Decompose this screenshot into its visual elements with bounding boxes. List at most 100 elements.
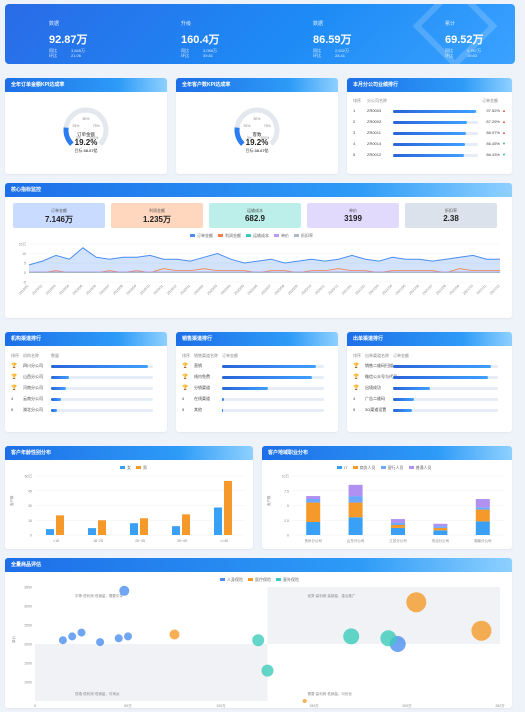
quadrant-note: 中等·低利润·低销量，需要引导	[75, 593, 123, 598]
stacked-bar-segment[interactable]	[391, 522, 405, 525]
stacked-bar-segment[interactable]	[433, 526, 448, 528]
channel-ranking-card: 机构渠道排行 排序 机构名称 数量 🏆 四川分公司 🏆 山西分公司 🏆 河南分公司 4 云南分公司 5 湖…	[5, 332, 167, 432]
legend-swatch	[136, 466, 141, 470]
medal-icon: 🏆	[11, 385, 18, 391]
bar[interactable]	[182, 514, 190, 535]
stacked-bar-segment[interactable]	[306, 499, 321, 503]
channel-row[interactable]: 🏆 四川分公司	[11, 363, 161, 371]
metric-tile[interactable]: 单价 3199	[307, 203, 399, 228]
channel-name: 其他	[194, 407, 202, 412]
kpi-subline: 同比 3,056万	[181, 48, 225, 53]
metric-tile[interactable]: 订单金额 7.146万	[13, 203, 105, 228]
bubble-point[interactable]	[114, 634, 123, 643]
stacked-bar-segment[interactable]	[433, 523, 448, 527]
x-tick: 2020/01	[179, 284, 191, 296]
branch-name: ZR0011	[367, 130, 381, 135]
x-tick: 山东分公司	[347, 538, 365, 543]
x-tick: 2019/01	[18, 284, 30, 296]
stacked-bar-segment[interactable]	[433, 527, 448, 531]
bubble-point[interactable]	[68, 632, 77, 641]
gauge-tick: 0%	[247, 136, 252, 140]
legend-label: 医疗保险	[255, 577, 271, 582]
channel-name: 在线渠道	[194, 396, 210, 401]
bubble-point[interactable]	[261, 664, 274, 677]
bubble-point[interactable]	[77, 628, 86, 637]
stacked-bar-segment[interactable]	[475, 521, 490, 535]
bubble-point[interactable]	[406, 592, 427, 613]
stacked-bar-segment[interactable]	[306, 502, 321, 523]
stacked-bar-segment[interactable]	[475, 499, 490, 508]
bubble-point[interactable]	[302, 699, 307, 703]
stacked-bar-segment[interactable]	[475, 507, 490, 510]
channel-row[interactable]: 4 在线渠道	[182, 396, 332, 404]
tile-value: 682.9	[244, 214, 266, 223]
bubble-point[interactable]	[124, 632, 132, 641]
metric-tile[interactable]: 利润金额 1.235万	[111, 203, 203, 228]
stacked-bar-segment[interactable]	[433, 530, 448, 535]
stacked-bar-segment[interactable]	[348, 502, 363, 518]
channel-row[interactable]: 5 湖北分公司	[11, 407, 161, 415]
stacked-bar-segment[interactable]	[348, 496, 363, 503]
bar[interactable]	[172, 526, 180, 535]
bar[interactable]	[98, 520, 106, 535]
stacked-bar-segment[interactable]	[348, 484, 363, 497]
channel-row[interactable]: 🏆 出境成功	[353, 385, 506, 393]
channel-row[interactable]: 🏆 分销渠道	[182, 385, 332, 393]
up-arrow-icon: ▲	[502, 130, 506, 135]
bar[interactable]	[88, 528, 96, 535]
rank-number: 5	[11, 407, 14, 412]
legend-swatch	[380, 466, 386, 470]
metric-tile[interactable]: 运输成本 682.9	[209, 203, 301, 228]
channel-row[interactable]: 4 云南分公司	[11, 396, 161, 404]
ranking-row[interactable]: 1 ZR0003 97.52% ▲	[353, 108, 506, 117]
channel-name: 微信公众号与代买	[365, 374, 397, 379]
rank-number: 5	[182, 407, 185, 412]
stacked-bar-segment[interactable]	[306, 522, 321, 535]
ranking-row[interactable]: 5 ZR0012 86.43% ▼	[353, 152, 506, 161]
channel-row[interactable]: 🏆 直销	[182, 363, 332, 371]
metric-tile[interactable]: 折扣率 2.38	[405, 203, 497, 228]
bar[interactable]	[130, 523, 138, 535]
channel-row[interactable]: 🏆 线内免费	[182, 374, 332, 382]
channel-row[interactable]: 🏆 微信公众号与代买	[353, 374, 506, 382]
ranking-row[interactable]: 2 ZR0002 87.29% ▲	[353, 119, 506, 128]
channel-name: 出境成功	[365, 385, 381, 390]
bubble-point[interactable]	[252, 634, 265, 647]
bar[interactable]	[214, 507, 222, 535]
progress-bar	[51, 365, 153, 368]
stacked-bar-segment[interactable]	[391, 524, 405, 528]
ranking-row[interactable]: 4 ZR0014 86.45% ▼	[353, 141, 506, 150]
stacked-bar-segment[interactable]	[348, 517, 363, 535]
kpi-label: 数据	[313, 21, 324, 27]
channel-row[interactable]: 5 3Ω渠道设置	[353, 407, 506, 415]
stacked-bar-segment[interactable]	[391, 519, 405, 523]
bar[interactable]	[46, 529, 54, 535]
bar[interactable]	[140, 518, 148, 535]
x-tick: 2021/01	[341, 284, 353, 296]
stacked-bar-segment[interactable]	[475, 509, 490, 522]
channel-name: 线内免费	[194, 374, 210, 379]
bar[interactable]	[224, 480, 232, 535]
bar[interactable]	[56, 515, 64, 535]
x-tick: 0	[34, 704, 36, 708]
bubble-point[interactable]	[471, 620, 492, 641]
channel-row[interactable]: 🏆 销售二维码扫描	[353, 363, 506, 371]
y-tick: 10万	[282, 475, 290, 479]
channel-row[interactable]: 🏆 山西分公司	[11, 374, 161, 382]
quadrant-note: 低端·低利润·低销量，可淘汰	[75, 691, 120, 696]
gauge-tick: 0%	[76, 136, 81, 140]
channel-row[interactable]: 5 其他	[182, 407, 332, 415]
bubble-point[interactable]	[380, 630, 397, 647]
card-title: 本月分公司业绩排行	[347, 78, 512, 92]
bubble-point[interactable]	[58, 636, 67, 645]
x-tick: 2021/11	[476, 284, 488, 296]
channel-row[interactable]: 🏆 河南分公司	[11, 385, 161, 393]
stacked-bar-segment[interactable]	[391, 527, 405, 535]
ranking-row[interactable]: 3 ZR0011 86.97% ▲	[353, 130, 506, 139]
bubble-point[interactable]	[96, 638, 105, 647]
bubble-point[interactable]	[169, 629, 180, 640]
bubble-point[interactable]	[119, 585, 130, 596]
stacked-bar-segment[interactable]	[306, 496, 321, 500]
bubble-point[interactable]	[343, 628, 360, 645]
channel-row[interactable]: 4 广告二维码	[353, 396, 506, 404]
